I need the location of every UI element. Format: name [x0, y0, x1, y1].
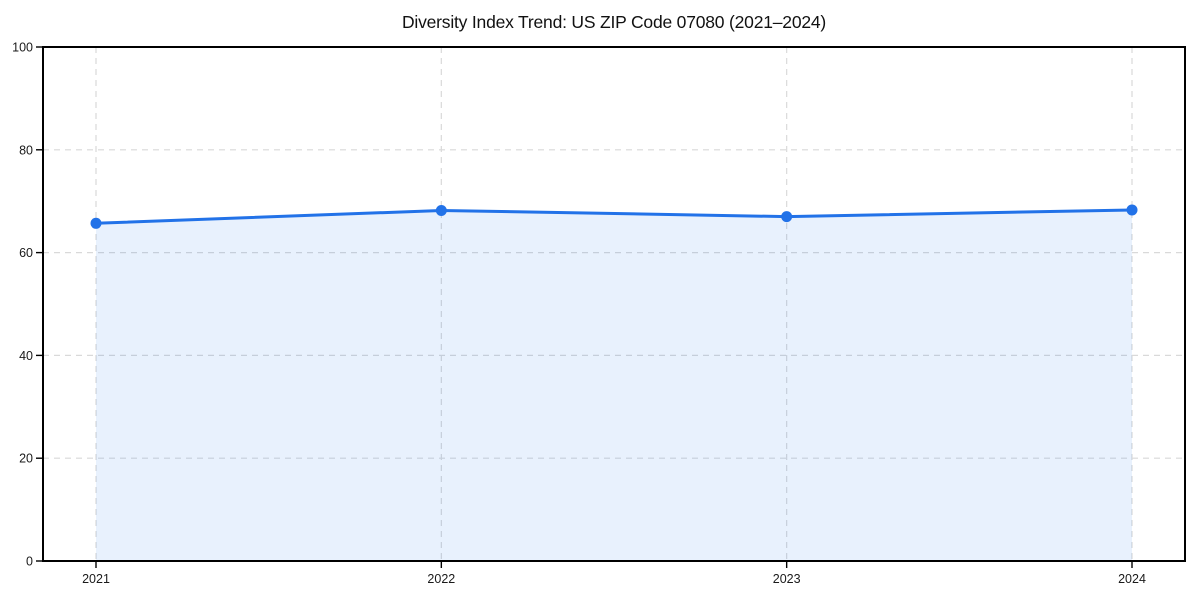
y-tick-label-0: 0 [26, 555, 33, 569]
data-point-2023 [781, 211, 793, 223]
area-fill [96, 209, 1132, 562]
y-tick-label-40: 40 [19, 349, 33, 363]
y-tick-label-20: 20 [19, 452, 33, 466]
plot-border [42, 46, 1186, 562]
x-tick-label-2021: 2021 [82, 572, 110, 586]
y-tick-label-80: 80 [19, 143, 33, 157]
trend-line [94, 208, 1134, 225]
data-point-2024 [1126, 204, 1138, 216]
x-tick-label-2024: 2024 [1118, 572, 1146, 586]
chart-title: Diversity Index Trend: US ZIP Code 07080… [401, 12, 827, 32]
data-point-2021 [90, 217, 102, 229]
y-tick-label-100: 100 [12, 41, 33, 55]
x-tick-label-2023: 2023 [773, 572, 801, 586]
y-tick-label-60: 60 [19, 246, 33, 260]
data-point-2022 [435, 204, 447, 216]
x-tick-label-2022: 2022 [427, 572, 455, 586]
